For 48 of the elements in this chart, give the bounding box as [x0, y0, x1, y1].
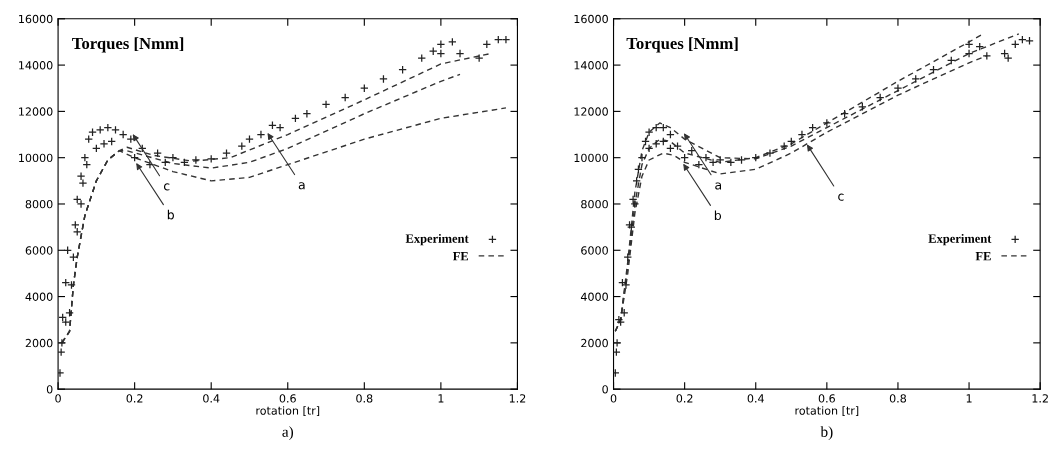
- x-axis-title: rotation [tr]: [256, 406, 320, 417]
- legend-label: FE: [452, 252, 469, 261]
- x-tick-label: 1.2: [509, 394, 526, 403]
- y-tick-label: 12000: [574, 107, 608, 116]
- annotation: a: [715, 182, 722, 190]
- annotation: b: [714, 210, 722, 221]
- y-tick-label: 2000: [581, 338, 608, 348]
- text: a): [282, 426, 294, 441]
- x-tick-label: 0.2: [676, 394, 693, 403]
- legend-label: Experiment: [405, 233, 469, 246]
- legend-label: Experiment: [928, 233, 992, 246]
- y-tick-label: 8000: [581, 199, 608, 209]
- x-tick-label: 0.8: [889, 394, 907, 403]
- text: Torques [Nmm]: [72, 37, 184, 53]
- x-tick-label: 0.4: [203, 394, 220, 403]
- x-tick-label: 0.2: [126, 394, 143, 403]
- legend-label: FE: [975, 252, 991, 261]
- x-tick-label: 0: [55, 394, 61, 403]
- x-tick-label: 0.6: [279, 394, 296, 403]
- x-tick-label: 0.6: [818, 394, 835, 403]
- x-tick-label: 1.2: [1032, 394, 1048, 403]
- annotation: c: [838, 193, 844, 201]
- y-tick-label: 4000: [25, 292, 53, 301]
- annotation: a: [298, 182, 305, 190]
- y-tick-label: 0: [602, 385, 608, 394]
- y-tick-label: 14000: [574, 61, 608, 70]
- y-tick-label: 4000: [580, 292, 608, 301]
- annotation: b: [167, 209, 174, 220]
- x-axis-title: rotation [tr]: [795, 406, 859, 417]
- x-tick-label: 0.8: [356, 394, 373, 403]
- x-tick-label: 0: [610, 394, 617, 403]
- text: Torques [Nmm]: [626, 37, 738, 53]
- y-tick-label: 12000: [19, 107, 53, 116]
- y-tick-label: 16000: [19, 14, 53, 24]
- x-tick-label: 1: [438, 394, 444, 403]
- y-tick-label: 2000: [25, 338, 53, 348]
- annotation: c: [163, 183, 170, 191]
- y-tick-label: 10000: [19, 153, 53, 163]
- y-tick-label: 10000: [574, 153, 608, 163]
- y-tick-label: 6000: [25, 246, 53, 255]
- y-tick-label: 6000: [581, 246, 608, 255]
- x-tick-label: 1: [966, 394, 972, 403]
- x-tick-label: 0.4: [747, 394, 764, 403]
- y-tick-label: 8000: [25, 199, 53, 209]
- y-tick-label: 16000: [574, 14, 608, 24]
- y-tick-label: 0: [46, 385, 53, 394]
- text: b): [820, 426, 833, 441]
- y-tick-label: 14000: [19, 61, 53, 70]
